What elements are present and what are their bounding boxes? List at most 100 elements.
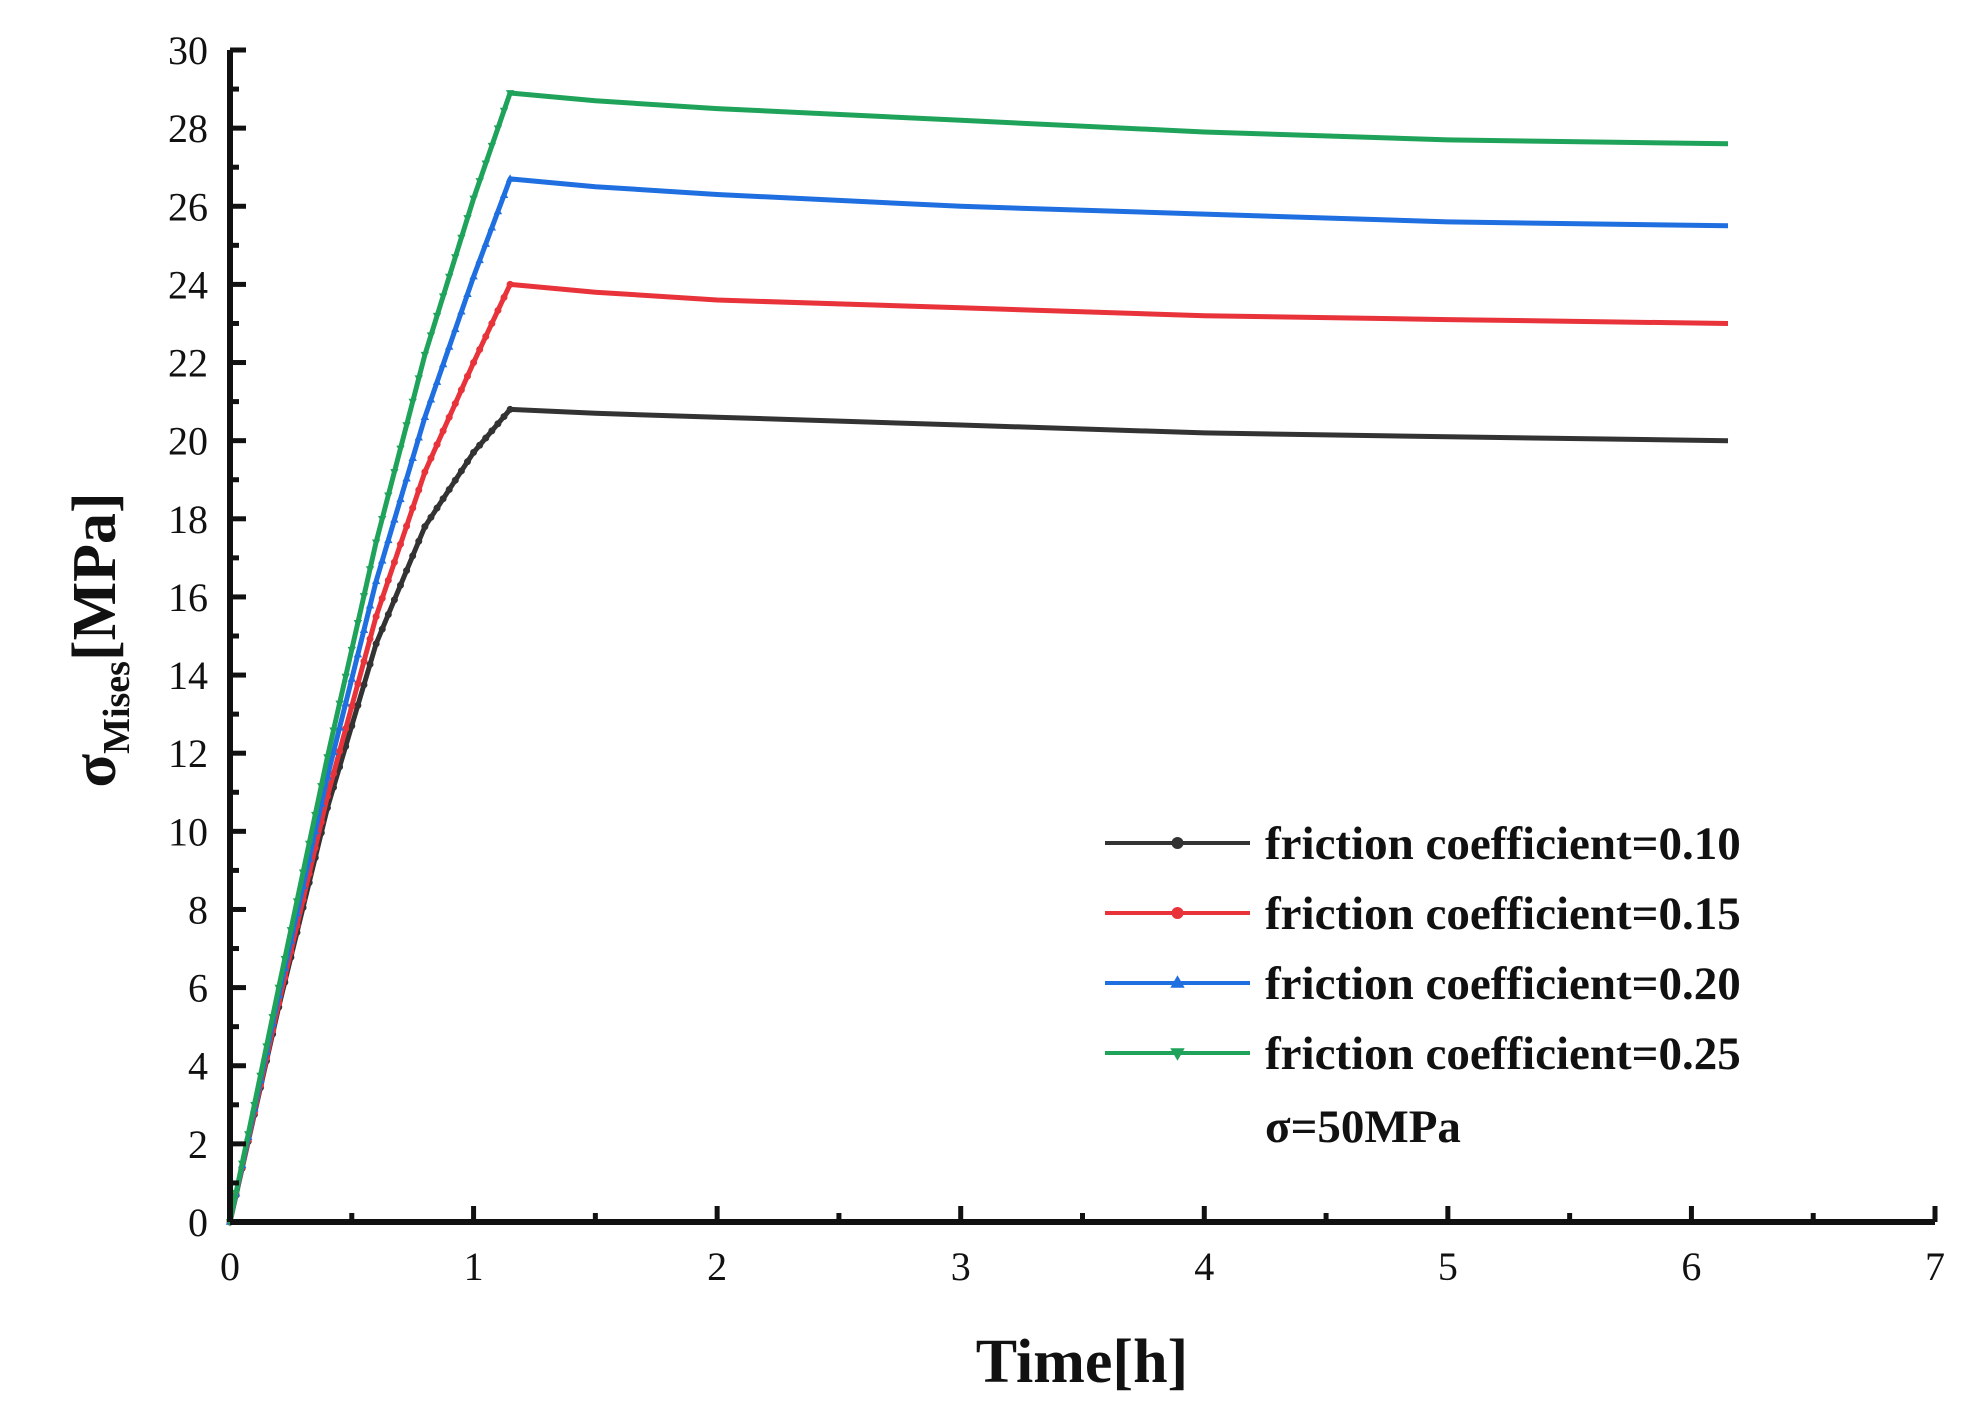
- data-point: [457, 386, 465, 394]
- data-point: [280, 955, 290, 964]
- data-point: [402, 422, 411, 430]
- data-point: [420, 351, 430, 360]
- legend-label: friction coefficient=0.25: [1265, 1028, 1741, 1080]
- data-point: [481, 239, 490, 247]
- y-tick-label: 6: [188, 966, 208, 1011]
- y-tick-label: 26: [168, 184, 208, 229]
- data-point: [439, 495, 447, 503]
- data-point: [403, 522, 411, 530]
- data-point: [415, 537, 423, 545]
- data-point: [1171, 907, 1184, 919]
- data-point: [481, 160, 490, 168]
- data-point: [384, 576, 392, 584]
- data-point: [341, 673, 350, 682]
- data-point: [438, 293, 448, 301]
- data-point: [286, 927, 296, 935]
- legend-item: friction coefficient=0.20: [1105, 958, 1741, 1010]
- data-point: [457, 307, 466, 315]
- data-point: [493, 125, 503, 133]
- data-point: [415, 486, 423, 494]
- data-point: [433, 441, 441, 449]
- data-point: [292, 898, 302, 906]
- data-point: [432, 312, 442, 321]
- data-point: [506, 280, 514, 288]
- data-point: [433, 504, 441, 512]
- data-point: [439, 427, 447, 435]
- plot-area: [225, 90, 1729, 1227]
- data-point: [390, 558, 398, 566]
- data-point: [409, 552, 417, 560]
- y-tick-label: 0: [188, 1200, 208, 1245]
- y-tick-label: 18: [168, 497, 208, 542]
- data-point: [397, 581, 404, 589]
- data-point: [274, 984, 283, 993]
- x-tick-label: 4: [1194, 1244, 1214, 1289]
- data-point: [445, 413, 453, 421]
- legend-item: friction coefficient=0.15: [1105, 888, 1741, 940]
- data-point: [360, 681, 368, 689]
- data-point: [378, 594, 386, 602]
- y-tick-label: 12: [168, 731, 208, 776]
- data-point: [499, 107, 509, 116]
- data-point: [506, 405, 514, 413]
- data-point: [505, 90, 515, 98]
- data-point: [396, 445, 405, 454]
- data-point: [342, 725, 350, 733]
- data-point: [476, 346, 484, 354]
- data-point: [426, 332, 436, 340]
- x-tick-label: 5: [1438, 1244, 1458, 1289]
- y-tick-label: 22: [168, 341, 208, 386]
- data-point: [390, 515, 399, 523]
- data-point: [475, 255, 484, 264]
- data-point: [445, 342, 454, 350]
- data-point: [403, 567, 411, 575]
- data-point: [457, 234, 466, 243]
- y-tick-label: 14: [168, 653, 208, 698]
- x-tick-label: 6: [1681, 1244, 1701, 1289]
- x-tick-label: 3: [951, 1244, 971, 1289]
- data-point: [268, 1014, 277, 1022]
- data-point: [335, 723, 344, 731]
- data-point: [408, 453, 417, 462]
- data-point: [378, 516, 387, 524]
- data-point: [408, 398, 417, 407]
- data-point: [451, 254, 460, 262]
- x-tick-label: 7: [1925, 1244, 1945, 1289]
- data-point: [482, 332, 490, 340]
- data-point: [371, 539, 381, 547]
- data-point: [359, 593, 369, 601]
- data-point: [494, 306, 502, 314]
- data-point: [256, 1072, 265, 1081]
- data-point: [445, 273, 454, 282]
- data-point: [402, 474, 411, 482]
- data-point: [348, 702, 356, 710]
- data-point: [469, 195, 478, 204]
- annotation-sigma: σ=50MPa: [1265, 1101, 1461, 1153]
- data-point: [451, 476, 459, 484]
- y-tick-label: 20: [168, 419, 208, 464]
- data-point: [311, 811, 320, 820]
- data-point: [237, 1160, 247, 1168]
- data-point: [372, 612, 380, 620]
- legend-label: friction coefficient=0.20: [1265, 958, 1741, 1010]
- data-point: [347, 646, 356, 655]
- data-point: [384, 492, 393, 500]
- data-point: [451, 400, 459, 408]
- data-point: [378, 556, 387, 564]
- data-point: [438, 359, 448, 368]
- data-point: [359, 625, 369, 633]
- legend-label: friction coefficient=0.15: [1265, 888, 1741, 940]
- data-point: [470, 448, 478, 456]
- data-point: [463, 372, 471, 380]
- data-point: [341, 698, 350, 707]
- x-axis-title: Time[h]: [976, 1328, 1188, 1396]
- data-point: [348, 722, 356, 730]
- data-point: [426, 395, 436, 403]
- data-point: [354, 701, 362, 709]
- data-point: [432, 377, 442, 385]
- legend-item: friction coefficient=0.10: [1105, 818, 1741, 870]
- y-tick-label: 24: [168, 262, 208, 307]
- legend-label: friction coefficient=0.10: [1265, 818, 1741, 870]
- data-point: [475, 178, 484, 186]
- data-point: [488, 319, 496, 327]
